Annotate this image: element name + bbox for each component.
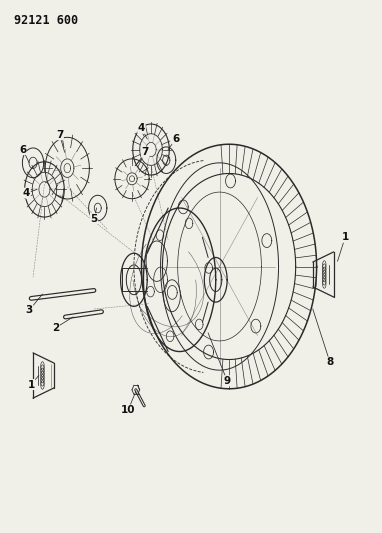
Text: 92121 600: 92121 600 (14, 14, 78, 27)
Text: 1: 1 (28, 379, 35, 390)
Text: 4: 4 (138, 123, 145, 133)
Text: 6: 6 (19, 144, 26, 155)
Text: 2: 2 (52, 322, 60, 333)
Text: 8: 8 (326, 357, 333, 367)
Text: 4: 4 (23, 188, 30, 198)
Text: 6: 6 (172, 134, 180, 144)
Text: 1: 1 (342, 232, 349, 243)
Text: 10: 10 (121, 405, 136, 415)
Text: 9: 9 (223, 376, 231, 386)
Text: 7: 7 (56, 130, 63, 140)
Text: 3: 3 (26, 305, 33, 315)
Text: 5: 5 (90, 214, 97, 224)
Text: 7: 7 (142, 147, 149, 157)
